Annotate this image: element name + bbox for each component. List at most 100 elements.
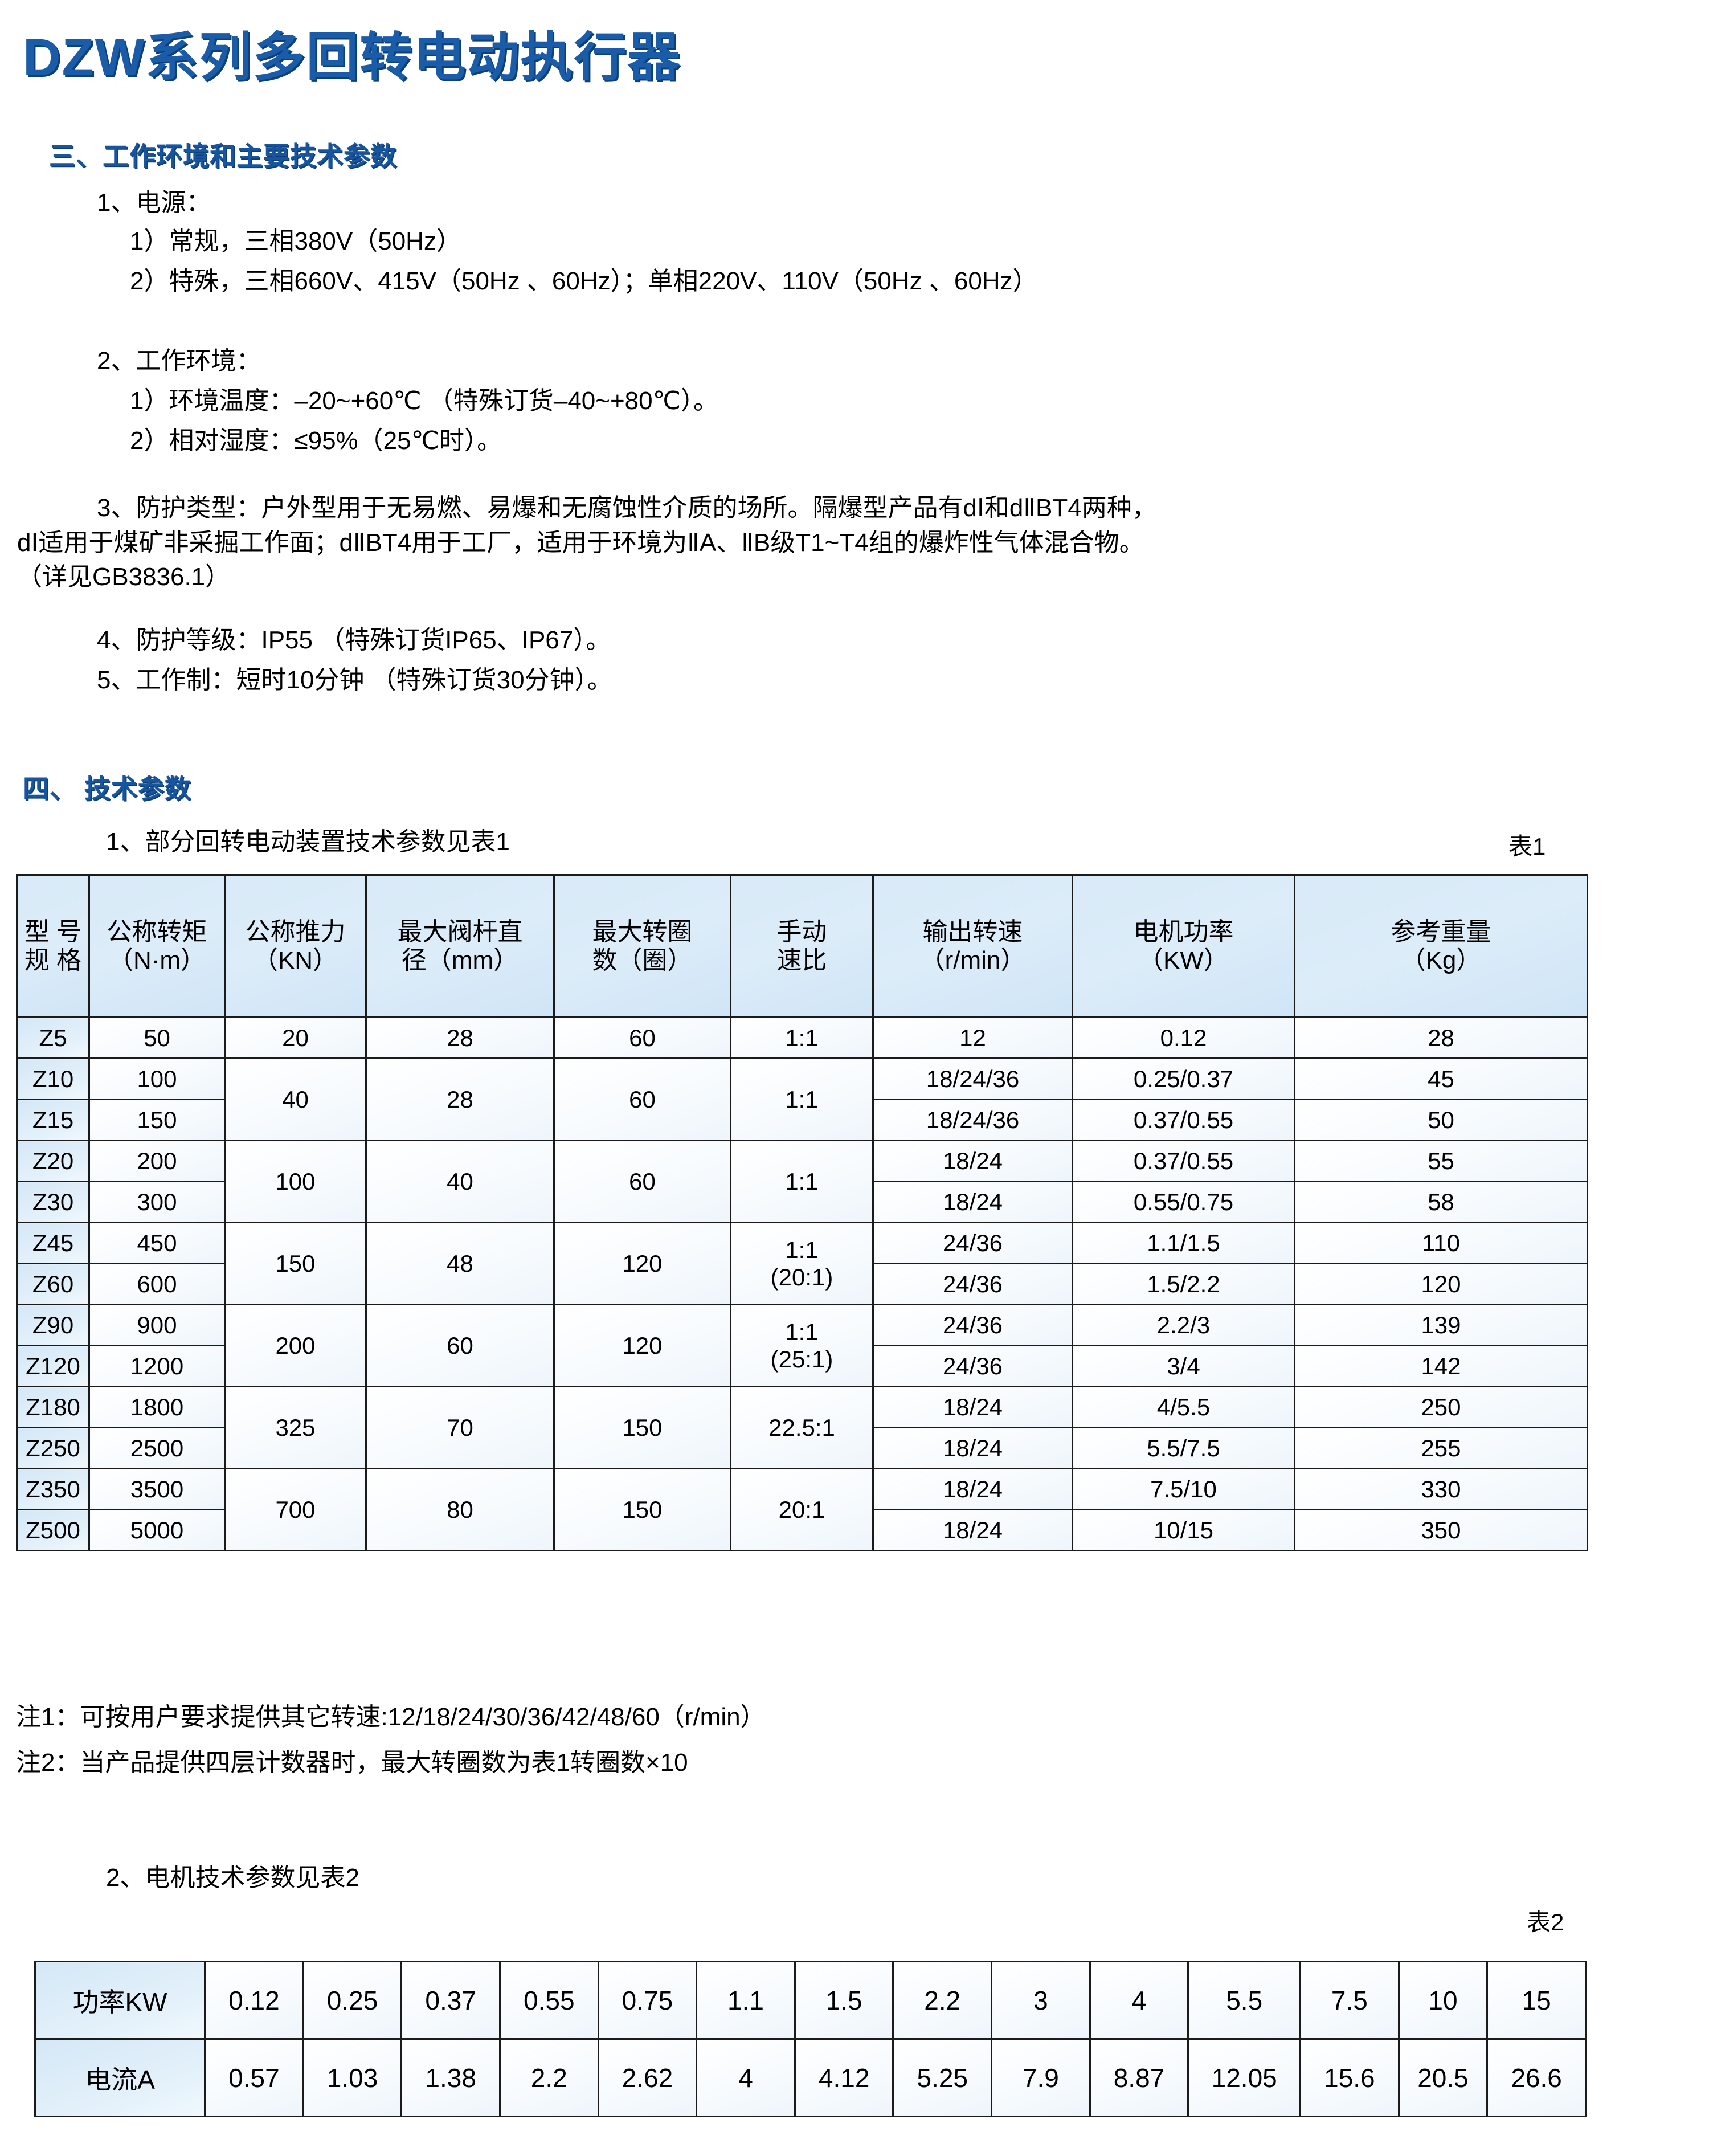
cell-output-speed: 24/36 (872, 1222, 1073, 1264)
table2-caption: 2、电机技术参数见表2 (106, 1864, 359, 1892)
th-nominal-thrust: 公称推力 （KN） (224, 874, 367, 1018)
cell-model: Z15 (16, 1099, 90, 1141)
cell-power-kw: 2.2 (892, 1961, 993, 2040)
cell-model: Z500 (16, 1509, 90, 1551)
cell-power-kw: 0.75 (597, 1961, 698, 2040)
table-row: Z20 200 100 40 60 1:1 18/24 0.37/0.55 55 (16, 1140, 1588, 1223)
cell-model: Z20 (16, 1140, 90, 1182)
cell-motor-power: 7.5/10 (1072, 1468, 1295, 1510)
cell-nominal-torque: 600 (88, 1263, 226, 1305)
table2-label: 表2 (1527, 1909, 1564, 1936)
cell-max-stem-diameter: 80 (365, 1468, 555, 1551)
cell-model: Z350 (16, 1468, 90, 1510)
cell-nominal-thrust: 100 (224, 1140, 367, 1223)
cell-max-stem-diameter: 48 (365, 1222, 555, 1305)
cell-reference-weight: 350 (1294, 1509, 1588, 1551)
cell-output-speed: 24/36 (872, 1345, 1073, 1387)
power-supply-item-2: 2）特殊，三相660V、415V（50Hz 、60Hz）；单相220V、110V… (130, 267, 1038, 295)
cell-max-turns: 120 (553, 1304, 731, 1387)
cell-nominal-thrust: 200 (224, 1304, 367, 1387)
cell-nominal-thrust: 150 (224, 1222, 367, 1305)
protection-grade-item: 4、防护等级：IP55 （特殊订货IP65、IP67）。 (97, 626, 611, 654)
cell-max-stem-diameter: 40 (365, 1140, 555, 1223)
cell-model: Z60 (16, 1263, 90, 1305)
cell-output-speed: 18/24/36 (872, 1057, 1073, 1100)
cell-power-kw: 10 (1397, 1961, 1489, 2040)
cell-model: Z30 (16, 1181, 90, 1223)
duty-cycle-item: 5、工作制：短时10分钟 （特殊订货30分钟）。 (97, 666, 612, 694)
protection-type-paragraph: 3、防护类型：户外型用于无易燃、易爆和无腐蚀性介质的场所。隔爆型产品有dⅠ和dⅡ… (0, 491, 1686, 595)
th-motor-power: 电机功率 （KW） (1072, 874, 1295, 1018)
cell-model: Z90 (16, 1304, 90, 1346)
table-row: Z250 2500 18/24 5.5/7.5 255 (16, 1427, 1588, 1469)
cell-current-a: 4.12 (794, 2038, 894, 2117)
cell-nominal-torque: 1800 (88, 1386, 226, 1428)
cell-nominal-torque: 150 (88, 1099, 226, 1141)
cell-output-speed: 24/36 (872, 1263, 1073, 1305)
cell-output-speed: 18/24 (872, 1468, 1073, 1510)
cell-nominal-torque: 2500 (88, 1427, 226, 1469)
cell-output-speed: 18/24 (872, 1140, 1073, 1182)
cell-manual-ratio: 20:1 (730, 1468, 874, 1551)
cell-model: Z45 (16, 1222, 90, 1264)
table1-label: 表1 (1508, 833, 1546, 860)
cell-nominal-thrust: 700 (224, 1468, 367, 1551)
th-reference-weight: 参考重量 （Kg） (1294, 874, 1588, 1018)
cell-current-a: 2.2 (498, 2038, 599, 2117)
cell-power-kw: 1.1 (696, 1961, 796, 2040)
cell-reference-weight: 139 (1294, 1304, 1588, 1346)
rotary-actuator-spec-table: 型 号规 格 公称转矩 （N·m） 公称推力 （KN） 最大阀杆直 径（mm） 最大转… (16, 874, 1588, 1551)
cell-max-stem-diameter: 28 (365, 1016, 555, 1059)
protection-type-line-3: （详见GB3836.1） (17, 563, 231, 591)
cell-manual-ratio: 1:1 (20:1) (730, 1222, 874, 1305)
table1-header-row: 型 号规 格 公称转矩 （N·m） 公称推力 （KN） 最大阀杆直 径（mm） 最大转… (16, 874, 1588, 1018)
cell-current-a: 12.05 (1187, 2038, 1302, 2117)
cell-manual-ratio: 1:1 (730, 1140, 874, 1223)
cell-nominal-torque: 1200 (88, 1345, 226, 1387)
cell-max-turns: 150 (553, 1386, 731, 1469)
protection-type-line-2: dⅠ适用于煤矿非采掘工作面；dⅡBT4用于工厂，适用于环境为ⅡA、ⅡB级T1~T… (17, 528, 1144, 557)
cell-model: Z250 (16, 1427, 90, 1469)
cell-motor-power: 4/5.5 (1072, 1386, 1295, 1428)
cell-current-a: 26.6 (1486, 2038, 1587, 2117)
th-nominal-torque: 公称转矩 （N·m） (88, 874, 226, 1018)
cell-current-a: 20.5 (1397, 2038, 1489, 2117)
cell-power-kw: 3 (991, 1961, 1091, 2040)
cell-motor-power: 1.5/2.2 (1072, 1263, 1295, 1305)
cell-manual-ratio: 22.5:1 (730, 1386, 874, 1469)
cell-nominal-torque: 450 (88, 1222, 226, 1264)
section-heading-three: 三、工作环境和主要技术参数 (49, 141, 397, 171)
cell-current-a: 1.03 (302, 2038, 403, 2117)
page-title: DZW系列多回转电动执行器 (23, 28, 681, 87)
cell-power-kw: 5.5 (1187, 1961, 1302, 2040)
cell-model: Z180 (16, 1386, 90, 1428)
th-max-turns: 最大转圈 数（圈） (553, 874, 731, 1018)
section-heading-four: 四、 技术参数 (23, 774, 191, 803)
cell-output-speed: 18/24 (872, 1181, 1073, 1223)
table-row: Z30 300 18/24 0.55/0.75 58 (16, 1181, 1588, 1223)
cell-current-a: 15.6 (1299, 2038, 1400, 2117)
cell-output-speed: 18/24 (872, 1427, 1073, 1469)
cell-manual-ratio: 1:1 (730, 1016, 874, 1059)
cell-nominal-thrust: 325 (224, 1386, 367, 1469)
cell-reference-weight: 55 (1294, 1140, 1588, 1182)
th-max-stem-diameter: 最大阀杆直 径（mm） (365, 874, 555, 1018)
table-row: Z45 450 150 48 120 1:1 (20:1) 24/36 1.1/1.5 110 (16, 1222, 1588, 1305)
cell-reference-weight: 45 (1294, 1057, 1588, 1100)
cell-reference-weight: 330 (1294, 1468, 1588, 1510)
th-model: 型 号规 格 (16, 874, 90, 1018)
cell-reference-weight: 142 (1294, 1345, 1588, 1387)
cell-max-turns: 150 (553, 1468, 731, 1551)
cell-reference-weight: 50 (1294, 1099, 1588, 1141)
cell-power-kw: 7.5 (1299, 1961, 1400, 2040)
cell-reference-weight: 255 (1294, 1427, 1588, 1469)
cell-nominal-torque: 5000 (88, 1509, 226, 1551)
cell-nominal-torque: 100 (88, 1057, 226, 1100)
cell-power-kw: 0.12 (204, 1961, 304, 2040)
table-row: Z500 5000 18/24 10/15 350 (16, 1509, 1588, 1551)
cell-current-a: 2.62 (597, 2038, 698, 2117)
cell-current-a: 4 (696, 2038, 796, 2117)
cell-nominal-torque: 50 (88, 1016, 226, 1059)
cell-model: Z120 (16, 1345, 90, 1387)
relative-humidity-item: 2）相对湿度：≤95%（25℃时）。 (130, 427, 502, 455)
